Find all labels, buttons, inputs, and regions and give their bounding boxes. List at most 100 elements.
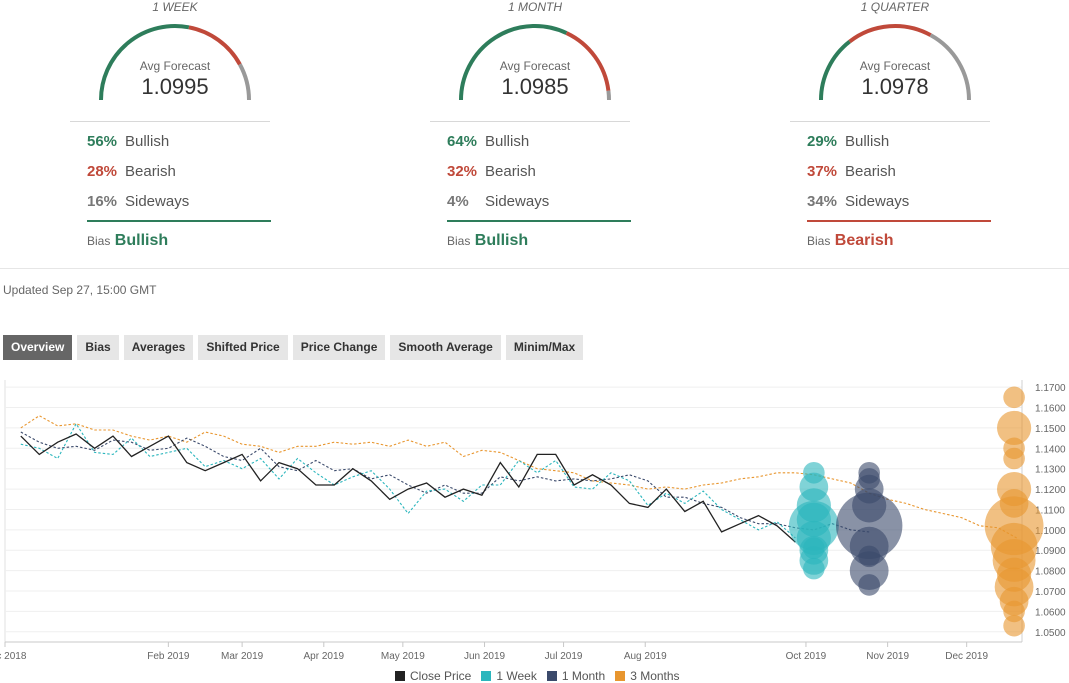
bias-row: Bias Bullish [447, 232, 528, 250]
legend-swatch [546, 671, 557, 681]
bias-label: Bias [87, 234, 111, 248]
forecast-bubble-1-month [858, 574, 880, 596]
sideways-label: Sideways [845, 193, 910, 210]
bullish-pct: 64% [447, 133, 478, 150]
x-tick-label: Feb 2019 [147, 651, 190, 662]
gauge-bullish-arc [99, 24, 190, 101]
tab-shifted-price[interactable]: Shifted Price [198, 335, 288, 360]
y-tick-label: 1.0800 [1035, 567, 1066, 578]
gauge-sideways-arc [606, 90, 611, 101]
bias-underline [87, 220, 271, 222]
tab-averages[interactable]: Averages [123, 335, 194, 360]
legend-swatch [615, 671, 626, 681]
gauge-bullish-arc [459, 24, 568, 101]
y-tick-label: 1.0600 [1035, 607, 1066, 618]
bullish-pct: 56% [87, 133, 118, 150]
y-tick-label: 1.0900 [1035, 546, 1066, 557]
bullish-pct: 29% [807, 133, 838, 150]
forecast-bubble-3-months [1003, 447, 1025, 470]
tab-overview[interactable]: Overview [3, 335, 73, 360]
bias-row: Bias Bearish [807, 232, 894, 250]
gauge-divider [430, 121, 630, 122]
gauge-sideways-arc [238, 63, 251, 101]
forecast-bubble-3-months [1003, 386, 1025, 409]
legend-item[interactable]: 1 Month [546, 669, 605, 683]
bias-underline [807, 220, 991, 222]
gauge-period: 1 QUARTER [860, 0, 930, 14]
y-tick-label: 1.1700 [1035, 383, 1066, 394]
y-tick-label: 1.0500 [1035, 628, 1066, 639]
bias-label: Bias [447, 234, 471, 248]
sideways-row: 4% Sideways [447, 193, 549, 210]
chart-tabs: Overview Bias Averages Shifted Price Price C… [3, 335, 584, 360]
y-tick-label: 1.1100 [1035, 505, 1065, 516]
bias-row: Bias Bullish [87, 232, 168, 250]
avg-forecast-value: 1.0978 [861, 74, 929, 99]
updated-timestamp: Updated Sep 27, 15:00 GMT [3, 283, 157, 297]
x-tick-label: May 2019 [381, 651, 425, 662]
x-tick-label: Dec 2019 [945, 651, 988, 662]
x-tick-label: Jul 2019 [545, 651, 583, 662]
forecast-chart: 1.0500 1.0600 1.0700 1.0800 1.0900 1.1000 1.11… [0, 380, 1066, 662]
y-tick-label: 1.1000 [1035, 526, 1066, 537]
x-tick-label: Dec 2018 [0, 651, 27, 662]
series-line-1-week [20, 422, 796, 539]
bearish-label: Bearish [485, 163, 536, 180]
tab-smooth-average[interactable]: Smooth Average [390, 335, 501, 360]
avg-forecast-label: Avg Forecast [499, 59, 571, 73]
sideways-pct: 4% [447, 193, 469, 210]
bearish-pct: 37% [807, 163, 838, 180]
gauge-period: 1 WEEK [152, 0, 198, 14]
x-tick-label: Jun 2019 [464, 651, 506, 662]
y-tick-label: 1.1300 [1035, 465, 1066, 476]
bullish-row: 56% Bullish [87, 133, 169, 150]
gauge-bearish-arc [188, 25, 242, 66]
y-tick-label: 1.1200 [1035, 485, 1066, 496]
bearish-label: Bearish [845, 163, 896, 180]
gauge-bearish-arc [848, 24, 932, 44]
sideways-label: Sideways [485, 193, 550, 210]
forecast-bubble-1-week [803, 557, 825, 580]
x-tick-label: Oct 2019 [786, 651, 827, 662]
legend-swatch [481, 671, 492, 681]
forecast-bubble-3-months [997, 410, 1032, 446]
legend-item[interactable]: 3 Months [615, 669, 680, 683]
x-tick-label: Mar 2019 [221, 651, 264, 662]
y-tick-label: 1.1500 [1035, 424, 1066, 435]
bearish-row: 37% Bearish [807, 163, 896, 180]
sideways-pct: 34% [807, 193, 838, 210]
sideways-row: 34% Sideways [807, 193, 909, 210]
sideways-pct: 16% [87, 193, 118, 210]
bearish-pct: 32% [447, 163, 478, 180]
section-divider [0, 268, 1069, 269]
x-tick-label: Aug 2019 [624, 651, 667, 662]
legend-item[interactable]: Close Price [395, 669, 471, 683]
legend-item[interactable]: 1 Week [481, 669, 537, 683]
sideways-row: 16% Sideways [87, 193, 189, 210]
avg-forecast-value: 1.0995 [141, 74, 209, 99]
series-line-1-month [20, 431, 870, 533]
bullish-label: Bullish [125, 133, 170, 150]
chart-legend: Close Price 1 Week 1 Month 3 Months [395, 669, 680, 683]
legend-label: Close Price [410, 669, 472, 683]
legend-swatch [395, 671, 405, 681]
forecast-bubble-1-month [858, 545, 880, 568]
avg-forecast-label: Avg Forecast [859, 59, 931, 73]
gauge-divider [790, 121, 990, 122]
gauge-arc [459, 24, 611, 101]
legend-label: 3 Months [630, 669, 680, 683]
bearish-label: Bearish [125, 163, 176, 180]
bearish-row: 32% Bearish [447, 163, 536, 180]
tab-bias[interactable]: Bias [77, 335, 119, 360]
bias-value: Bullish [114, 232, 169, 249]
bias-value: Bearish [834, 232, 894, 249]
gauge-divider [70, 121, 270, 122]
bearish-row: 28% Bearish [87, 163, 176, 180]
series-line-3-months [20, 415, 1017, 539]
tab-price-change[interactable]: Price Change [292, 335, 386, 360]
bias-underline [447, 220, 631, 222]
tab-minim-max[interactable]: Minim/Max [505, 335, 584, 360]
gauge-bearish-arc [565, 31, 611, 91]
bias-value: Bullish [474, 232, 529, 249]
x-tick-label: Nov 2019 [866, 651, 909, 662]
